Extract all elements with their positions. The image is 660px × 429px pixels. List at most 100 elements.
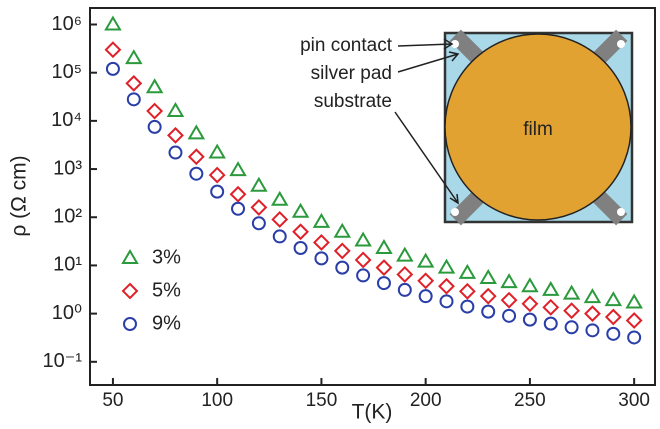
marker-triangle <box>314 215 328 227</box>
marker-diamond <box>231 187 245 201</box>
marker-triangle <box>377 241 391 253</box>
chart: T(K) ρ (Ω cm) pin contact silver pad sub… <box>0 0 660 429</box>
marker-circle <box>503 310 515 322</box>
marker-circle <box>378 277 390 289</box>
marker-circle <box>107 63 119 75</box>
marker-triangle <box>168 104 182 116</box>
marker-triangle <box>502 275 516 287</box>
marker-circle <box>253 217 265 229</box>
marker-circle <box>441 295 453 307</box>
marker-diamond <box>544 300 558 314</box>
marker-circle <box>315 252 327 264</box>
marker-triangle <box>335 225 349 237</box>
marker-diamond <box>502 293 516 307</box>
pin <box>617 208 625 216</box>
legend-label: 3% <box>152 246 181 268</box>
annotation: substrate <box>314 91 392 112</box>
marker-circle <box>211 186 223 198</box>
marker-circle <box>232 203 244 215</box>
marker-diamond <box>127 76 141 90</box>
marker-diamond <box>565 304 579 318</box>
marker-triangle <box>189 126 203 138</box>
marker-triangle <box>398 249 412 261</box>
y-tick-label: 10² <box>53 206 82 228</box>
marker-diamond <box>585 307 599 321</box>
marker-circle <box>524 314 536 326</box>
marker-diamond <box>356 253 370 267</box>
marker-diamond <box>106 43 120 57</box>
marker-diamond <box>189 150 203 164</box>
marker-circle <box>566 321 578 333</box>
marker-circle <box>274 230 286 242</box>
marker-circle <box>169 147 181 159</box>
marker-triangle <box>419 255 433 267</box>
marker-diamond <box>168 128 182 142</box>
marker-diamond <box>377 261 391 275</box>
x-axis-label: T(K) <box>352 401 393 424</box>
marker-triangle <box>106 17 120 29</box>
legend-marker <box>124 318 136 330</box>
marker-circle <box>399 284 411 296</box>
marker-circle <box>128 93 140 105</box>
marker-circle <box>295 242 307 254</box>
marker-triangle <box>273 193 287 205</box>
marker-diamond <box>294 225 308 239</box>
marker-triangle <box>544 283 558 295</box>
y-axis-label: ρ (Ω cm) <box>8 155 31 236</box>
pin <box>451 208 459 216</box>
marker-triangle <box>252 179 266 191</box>
marker-triangle <box>210 146 224 158</box>
marker-triangle <box>460 266 474 278</box>
page: T(K) ρ (Ω cm) pin contact silver pad sub… <box>0 0 660 429</box>
marker-circle <box>607 328 619 340</box>
marker-circle <box>190 168 202 180</box>
marker-circle <box>628 331 640 343</box>
marker-triangle <box>627 296 641 308</box>
legend-label: 5% <box>152 279 181 301</box>
x-tick-label: 50 <box>102 390 123 411</box>
marker-diamond <box>460 284 474 298</box>
marker-diamond <box>273 212 287 226</box>
y-tick-label: 10⁴ <box>51 109 82 131</box>
marker-triangle <box>148 80 162 92</box>
x-tick-label: 300 <box>618 390 650 411</box>
legend-label: 9% <box>152 312 181 334</box>
marker-diamond <box>314 235 328 249</box>
marker-circle <box>336 262 348 274</box>
y-tick-label: 10³ <box>53 157 82 179</box>
y-tick-label: 10⁰ <box>52 302 82 324</box>
annotation: silver pad <box>311 63 392 84</box>
marker-triangle <box>127 51 141 63</box>
marker-triangle <box>356 233 370 245</box>
marker-diamond <box>252 200 266 214</box>
marker-circle <box>420 290 432 302</box>
marker-triangle <box>585 290 599 302</box>
annotation: pin contact <box>300 35 393 56</box>
marker-diamond <box>148 104 162 118</box>
marker-circle <box>586 324 598 336</box>
annotation: film <box>523 119 553 140</box>
legend-marker <box>123 284 137 298</box>
pin <box>617 40 625 48</box>
x-tick-label: 150 <box>306 390 338 411</box>
marker-circle <box>149 121 161 133</box>
marker-triangle <box>440 261 454 273</box>
marker-diamond <box>627 313 641 327</box>
x-tick-label: 250 <box>514 390 546 411</box>
marker-triangle <box>565 287 579 299</box>
marker-diamond <box>481 289 495 303</box>
marker-diamond <box>419 274 433 288</box>
marker-diamond <box>523 297 537 311</box>
marker-diamond <box>398 267 412 281</box>
marker-circle <box>545 318 557 330</box>
marker-diamond <box>210 168 224 182</box>
marker-triangle <box>294 205 308 217</box>
y-tick-label: 10¹ <box>53 254 82 276</box>
marker-circle <box>357 269 369 281</box>
marker-triangle <box>481 271 495 283</box>
x-tick-label: 100 <box>201 390 233 411</box>
x-tick-label: 200 <box>410 390 442 411</box>
marker-circle <box>482 306 494 318</box>
marker-triangle <box>606 293 620 305</box>
y-tick-label: 10⁻¹ <box>43 350 83 372</box>
